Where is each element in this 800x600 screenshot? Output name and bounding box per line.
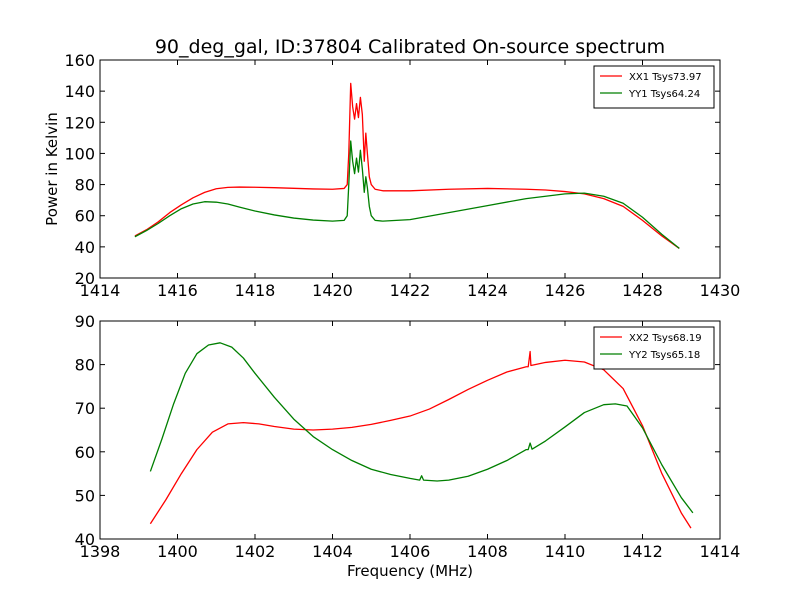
x-tick-label: 1420	[312, 281, 353, 300]
y-tick-label: 20	[75, 269, 95, 288]
x-tick-label: 1416	[157, 281, 198, 300]
x-tick-label: 1430	[700, 281, 741, 300]
x-tick-label: 1422	[390, 281, 431, 300]
x-tick-label: 1410	[545, 542, 586, 561]
y-tick-label: 60	[75, 207, 95, 226]
x-tick-label: 1428	[622, 281, 663, 300]
x-tick-label: 1418	[235, 281, 276, 300]
y-tick-label: 80	[75, 176, 95, 195]
x-axis-label: Frequency (MHz)	[347, 562, 473, 580]
x-tick-label: 1426	[545, 281, 586, 300]
series-line-xx1	[134, 82, 680, 249]
x-tick-label: 1402	[235, 542, 276, 561]
series-line-yy2	[149, 342, 694, 514]
x-tick-label: 1424	[467, 281, 508, 300]
x-tick-label: 1400	[157, 542, 198, 561]
x-tick-label: 1414	[700, 542, 741, 561]
legend-entry-label: XX2 Tsys68.19	[629, 333, 702, 344]
legend-entry-label: YY2 Tsys65.18	[628, 350, 700, 361]
y-tick-label: 140	[64, 82, 95, 101]
y-tick-label: 90	[75, 312, 95, 331]
y-tick-label: 60	[75, 443, 95, 462]
x-tick-label: 1412	[622, 542, 663, 561]
y-tick-label: 160	[64, 51, 95, 70]
y-tick-label: 80	[75, 356, 95, 375]
x-tick-label: 1406	[390, 542, 431, 561]
legend: XX1 Tsys73.97 YY1 Tsys64.24	[593, 65, 715, 109]
legend: XX2 Tsys68.19 YY2 Tsys65.18	[593, 326, 715, 370]
y-tick-label: 40	[75, 238, 95, 257]
chart-title: 90_deg_gal, ID:37804 Calibrated On-sourc…	[155, 36, 665, 58]
x-tick-label: 1408	[467, 542, 508, 561]
y-tick-label: 120	[64, 113, 95, 132]
y-tick-label: 40	[75, 530, 95, 549]
x-tick-label: 1398	[80, 542, 121, 561]
y-tick-label: 100	[64, 144, 95, 163]
x-tick-label: 1414	[80, 281, 121, 300]
y-axis-label: Power in Kelvin	[43, 112, 61, 226]
x-tick-label: 1404	[312, 542, 353, 561]
top-panel: 1414 1416 1418 1420 1422 1424 1426 1428 1430 20 40…	[43, 51, 740, 300]
series-line-yy1	[134, 140, 680, 249]
legend-entry-label: YY1 Tsys64.24	[628, 89, 700, 100]
legend-entry-label: XX1 Tsys73.97	[629, 72, 702, 83]
y-tick-label: 70	[75, 399, 95, 418]
y-tick-label: 50	[75, 486, 95, 505]
bottom-panel: 1398 1400 1402 1404 1406 1408 1410 1412 1414 40 50…	[75, 312, 741, 580]
